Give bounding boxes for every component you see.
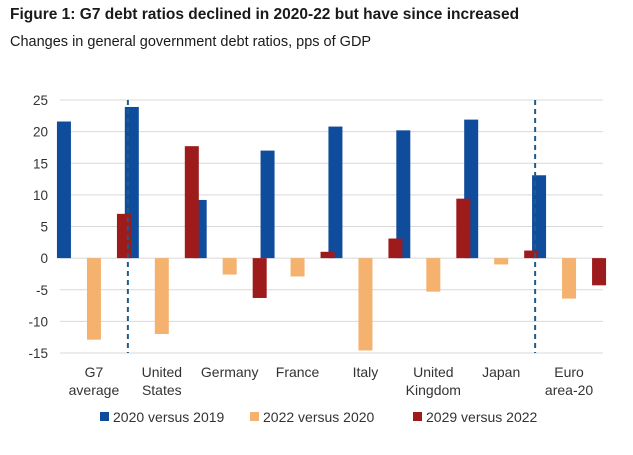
bar-3-2 xyxy=(184,146,199,259)
bar-2-4 xyxy=(290,258,305,277)
x-category-label: Kingdom xyxy=(406,382,461,398)
x-category-label: area-20 xyxy=(545,382,593,398)
y-tick-label: 0 xyxy=(40,251,48,266)
y-tick-label: -10 xyxy=(28,314,48,329)
bar-3-8 xyxy=(592,258,607,286)
bar-1-4 xyxy=(260,150,275,259)
y-tick-label: 25 xyxy=(33,93,48,108)
legend-swatch xyxy=(413,412,422,421)
figure-subtitle: Changes in general government debt ratio… xyxy=(10,34,372,50)
bar-2-3 xyxy=(222,258,237,275)
bar-3-7 xyxy=(524,250,539,259)
legend-swatch xyxy=(250,412,259,421)
legend-label: 2020 versus 2019 xyxy=(113,409,225,425)
x-category-label: Japan xyxy=(482,364,520,380)
x-category-label: United xyxy=(413,364,453,380)
legend-swatch xyxy=(100,412,109,421)
x-category-label: G7 xyxy=(85,364,104,380)
x-category-label: France xyxy=(276,364,320,380)
y-tick-label: 10 xyxy=(33,188,48,203)
bar-2-6 xyxy=(426,258,441,292)
bar-1-6 xyxy=(396,130,411,259)
figure-title: Figure 1: G7 debt ratios declined in 202… xyxy=(10,6,520,23)
x-category-label: United xyxy=(142,364,182,380)
x-category-label: Euro xyxy=(554,364,584,380)
bar-2-2 xyxy=(154,258,169,335)
bar-3-6 xyxy=(456,198,471,259)
legend-label: 2029 versus 2022 xyxy=(426,409,538,425)
y-tick-label: -5 xyxy=(36,283,48,298)
bar-2-1 xyxy=(86,258,101,340)
x-category-label: Germany xyxy=(201,364,259,380)
x-category-label: average xyxy=(69,382,120,398)
y-tick-label: -15 xyxy=(28,346,48,361)
bar-1-5 xyxy=(328,126,343,259)
bar-1-1 xyxy=(56,121,71,259)
x-category-label: Italy xyxy=(353,364,379,380)
bar-3-5 xyxy=(388,238,403,259)
bar-2-5 xyxy=(358,258,373,351)
y-tick-label: 20 xyxy=(33,125,48,140)
x-category-label: States xyxy=(142,382,182,398)
bar-2-7 xyxy=(494,258,509,265)
y-tick-label: 15 xyxy=(33,156,48,171)
bar-3-4 xyxy=(320,251,335,259)
legend-label: 2022 versus 2020 xyxy=(263,409,375,425)
y-tick-label: 5 xyxy=(40,220,48,235)
bar-3-3 xyxy=(252,258,267,298)
bar-2-8 xyxy=(562,258,577,299)
